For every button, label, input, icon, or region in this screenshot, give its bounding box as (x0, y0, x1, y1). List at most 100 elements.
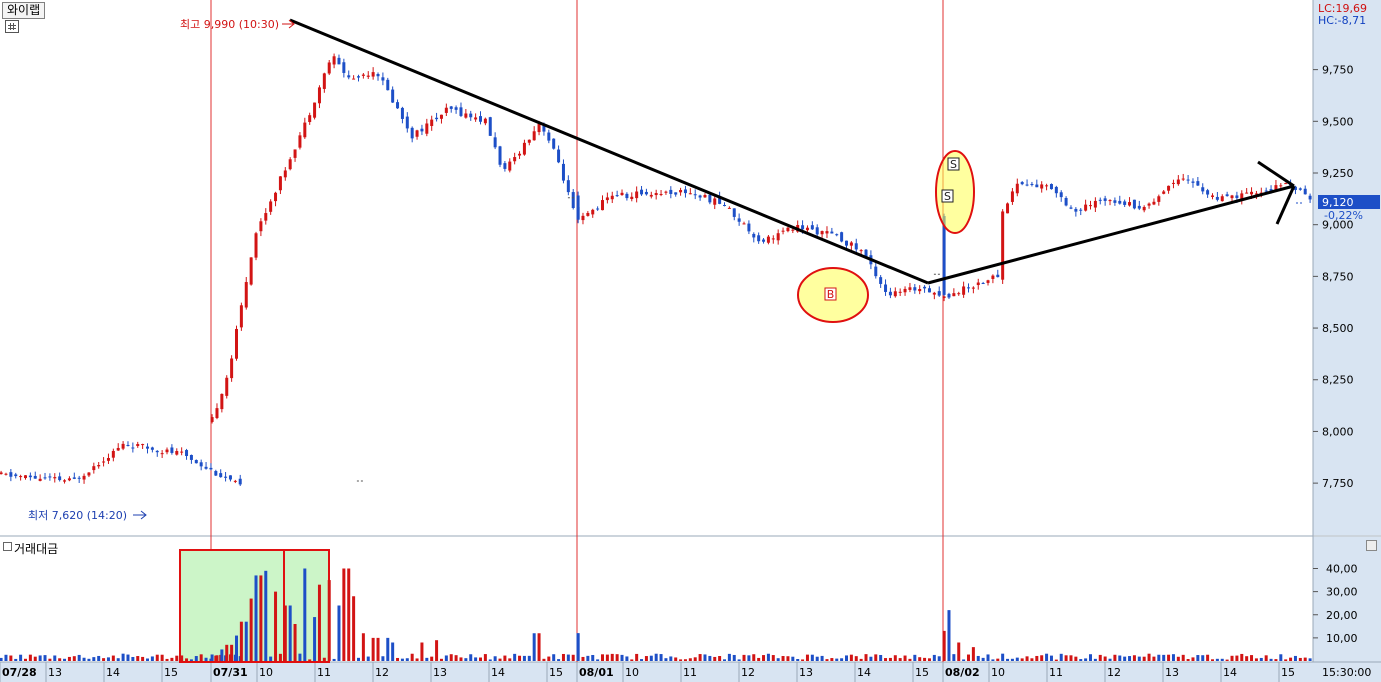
candle-body (77, 477, 81, 479)
volume-axis-panel (1313, 537, 1381, 662)
volume-bar (552, 654, 556, 661)
volume-bar (92, 657, 96, 661)
volume-bar (571, 654, 575, 661)
candle-body (703, 195, 707, 198)
volume-bar (259, 575, 263, 661)
candle-body (317, 87, 321, 104)
volume-bar (923, 657, 927, 661)
volume-bar (1157, 654, 1161, 661)
volume-bar (600, 654, 604, 661)
volume-bar (361, 633, 365, 661)
volume-bar (762, 655, 766, 661)
volume-bar (1279, 654, 1283, 661)
volume-bar (19, 654, 23, 661)
grid-icon[interactable] (5, 20, 19, 33)
volume-panel-toggle-icon[interactable] (3, 542, 12, 551)
volume-bar (908, 658, 912, 661)
candle-body (874, 266, 878, 277)
trend-arrow-lower (1275, 185, 1296, 225)
candle-body (488, 117, 492, 136)
candle-body (381, 77, 385, 81)
volume-bar (1040, 655, 1044, 661)
candle-body (97, 465, 101, 467)
candle-body (947, 293, 951, 298)
candle-body (185, 450, 189, 457)
volume-bar (0, 657, 3, 661)
volume-bar (116, 658, 120, 661)
volume-bar (698, 654, 702, 661)
volume-bar (1103, 656, 1107, 661)
candle-body (718, 195, 722, 204)
volume-bar (757, 657, 761, 661)
candle-body (884, 284, 888, 292)
time-axis-labels: 07/28 13 14 15 07/31 10 11 12 13 14 15 08/01 10 11 12 1… (0, 662, 1295, 682)
candle-body (1079, 209, 1083, 211)
candle-body (67, 478, 71, 481)
volume-bar (342, 568, 346, 661)
volume-bar (649, 655, 653, 661)
volume-bar (952, 654, 956, 661)
volume-panel-control-icon[interactable] (1366, 540, 1377, 551)
candle-body (571, 192, 575, 209)
volume-bar (610, 653, 614, 661)
candle-body (293, 149, 297, 158)
candle-body (121, 443, 125, 449)
candle-body (327, 62, 331, 74)
volume-bar (888, 657, 892, 661)
candle-body (996, 274, 1000, 278)
volume-bar (776, 658, 780, 661)
volume-bar (391, 642, 395, 661)
volume-bar (415, 658, 419, 661)
volume-bar (732, 654, 736, 661)
volume-bar (366, 656, 370, 661)
candle-body (722, 205, 726, 207)
volume-bar (4, 654, 8, 661)
candle-body (927, 288, 931, 293)
volume-bar (1220, 658, 1224, 661)
volume-bar (766, 653, 770, 661)
candle-body (498, 146, 502, 165)
volume-bar (1274, 659, 1278, 661)
volume-bar (194, 656, 198, 661)
volume-bar (396, 657, 400, 661)
volume-bar (102, 658, 106, 661)
candle-body (28, 475, 32, 478)
volume-bar (771, 655, 775, 661)
volume-bar (1079, 659, 1083, 661)
volume-bar (488, 659, 492, 661)
candle-body (1206, 190, 1210, 195)
candle-body (435, 117, 439, 120)
candle-body (844, 240, 848, 246)
candle-body (1298, 188, 1302, 190)
candle-body (1284, 183, 1288, 185)
volume-bar (155, 654, 159, 661)
volume-bar (199, 654, 203, 661)
volume-bar (991, 659, 995, 661)
candle-body (444, 107, 448, 113)
candle-body (1098, 199, 1102, 201)
volume-bar (33, 656, 37, 661)
volume-bar (513, 653, 517, 661)
volume-bar (1259, 657, 1263, 661)
candle-body (170, 447, 174, 453)
candle-body (92, 466, 96, 471)
volume-bar (1289, 657, 1293, 661)
stock-name-tab[interactable]: 와이랩 (2, 2, 46, 19)
volume-bar (58, 658, 62, 661)
candle-body (204, 466, 208, 469)
time-tick-label: 11 (1049, 666, 1063, 679)
volume-bar (160, 654, 164, 661)
candle-body (87, 472, 91, 476)
candle-body (1069, 207, 1073, 209)
volume-bar (1123, 656, 1127, 661)
price-axis-panel (1313, 0, 1381, 535)
volume-bar (410, 653, 414, 661)
volume-bar (145, 658, 149, 661)
candle-body (14, 474, 18, 477)
candle-body (615, 195, 619, 197)
volume-bar (77, 654, 81, 661)
time-tick-label: 08/01 (579, 666, 614, 679)
volume-bar (478, 657, 482, 661)
volume-bar (683, 659, 687, 661)
